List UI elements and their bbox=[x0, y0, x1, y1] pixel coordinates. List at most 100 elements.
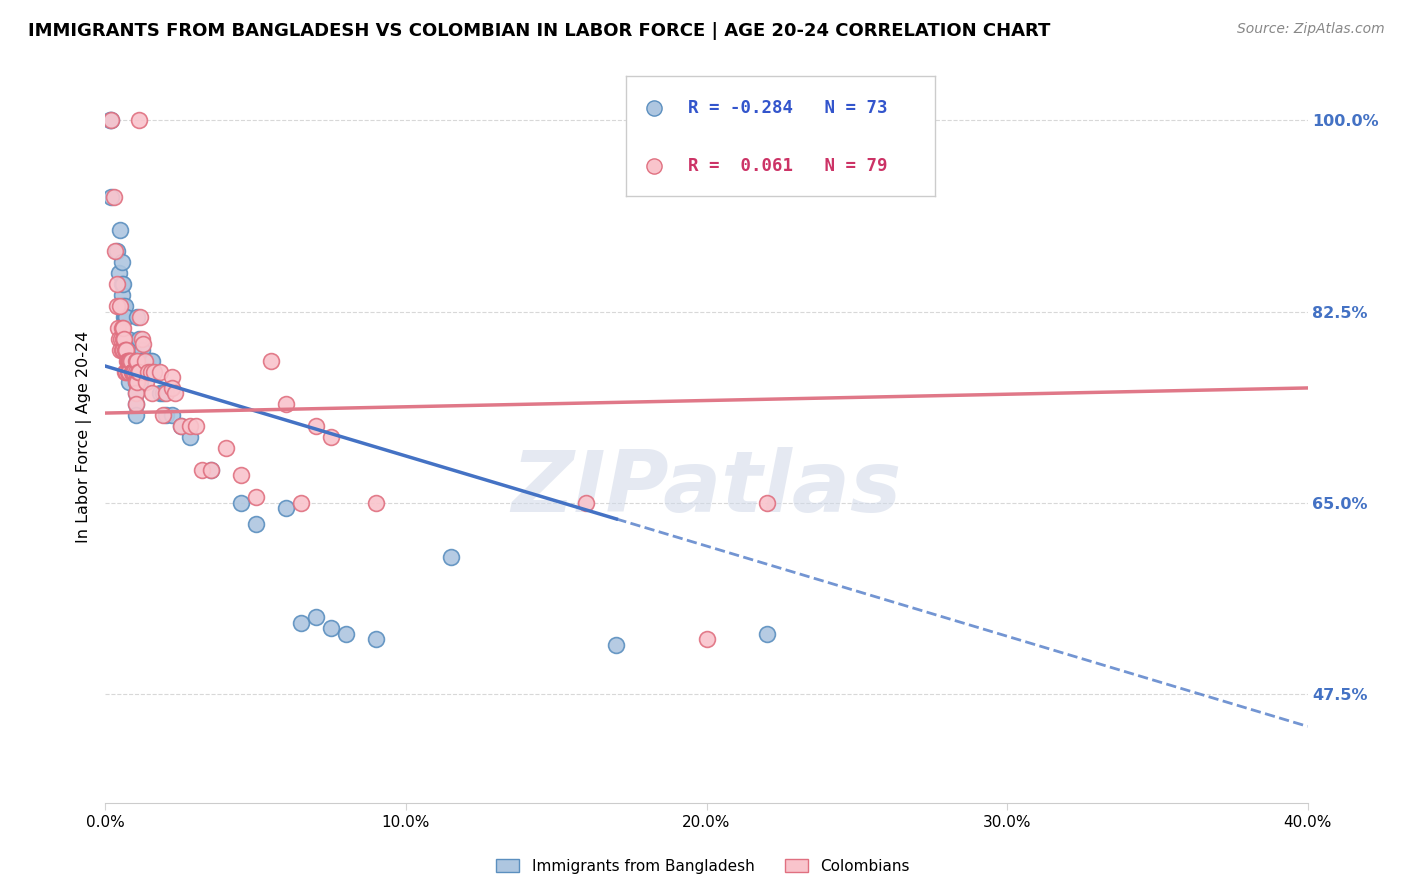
Point bbox=[214, 441, 236, 455]
Point bbox=[364, 632, 387, 646]
Point bbox=[108, 343, 131, 357]
Point bbox=[141, 353, 163, 368]
Point bbox=[107, 321, 129, 335]
Point bbox=[118, 353, 141, 368]
Point bbox=[152, 409, 174, 423]
Point bbox=[200, 463, 222, 477]
Point bbox=[245, 490, 267, 504]
Point bbox=[112, 321, 135, 335]
Point bbox=[108, 266, 131, 280]
Point bbox=[125, 353, 148, 368]
Point bbox=[114, 343, 136, 357]
Point bbox=[190, 463, 212, 477]
Point bbox=[229, 495, 252, 509]
Point bbox=[100, 113, 122, 128]
Text: Source: ZipAtlas.com: Source: ZipAtlas.com bbox=[1237, 22, 1385, 37]
Point bbox=[135, 376, 157, 390]
Point bbox=[115, 310, 138, 324]
Point bbox=[136, 353, 159, 368]
Point bbox=[139, 365, 162, 379]
Point bbox=[319, 621, 342, 635]
Point bbox=[128, 365, 150, 379]
Point bbox=[118, 353, 141, 368]
Point bbox=[319, 430, 342, 444]
Point bbox=[125, 310, 148, 324]
Point bbox=[575, 495, 598, 509]
Point bbox=[200, 463, 222, 477]
Point bbox=[118, 353, 141, 368]
Text: ZIPatlas: ZIPatlas bbox=[512, 447, 901, 530]
Point bbox=[115, 343, 138, 357]
Point bbox=[111, 332, 134, 346]
Point bbox=[163, 386, 186, 401]
Point bbox=[755, 626, 778, 640]
Point bbox=[122, 365, 145, 379]
Point bbox=[114, 365, 136, 379]
Point bbox=[120, 353, 142, 368]
Point bbox=[120, 353, 142, 368]
Point bbox=[129, 310, 152, 324]
Point bbox=[117, 365, 139, 379]
Point bbox=[148, 386, 170, 401]
Point bbox=[112, 299, 135, 313]
Point bbox=[305, 610, 328, 624]
Point bbox=[160, 381, 183, 395]
Point bbox=[121, 365, 143, 379]
Point bbox=[229, 468, 252, 483]
Point bbox=[696, 632, 718, 646]
Text: R = -0.284   N = 73: R = -0.284 N = 73 bbox=[688, 99, 887, 118]
Point bbox=[179, 430, 201, 444]
Point bbox=[124, 353, 146, 368]
Point bbox=[120, 353, 142, 368]
Point bbox=[129, 376, 152, 390]
Point bbox=[160, 370, 183, 384]
Point bbox=[125, 376, 148, 390]
Point bbox=[124, 397, 146, 411]
Point bbox=[104, 244, 127, 259]
Point bbox=[643, 101, 665, 115]
Point bbox=[643, 159, 665, 173]
Point bbox=[136, 365, 159, 379]
Point bbox=[169, 419, 191, 434]
Point bbox=[124, 365, 146, 379]
Point bbox=[335, 626, 357, 640]
Point bbox=[118, 353, 141, 368]
Point bbox=[117, 332, 139, 346]
Point bbox=[114, 310, 136, 324]
Point bbox=[125, 376, 148, 390]
Point bbox=[111, 277, 134, 292]
Point bbox=[118, 365, 141, 379]
Point bbox=[440, 550, 463, 565]
Point bbox=[305, 419, 328, 434]
Point bbox=[115, 332, 138, 346]
Point bbox=[184, 419, 207, 434]
Point bbox=[110, 222, 132, 236]
Point bbox=[128, 113, 150, 128]
Point bbox=[117, 353, 139, 368]
Point bbox=[290, 495, 312, 509]
Point bbox=[122, 365, 145, 379]
Point bbox=[124, 376, 146, 390]
Point bbox=[245, 517, 267, 532]
Point bbox=[127, 365, 149, 379]
Point bbox=[115, 343, 138, 357]
Point bbox=[131, 343, 153, 357]
Point bbox=[125, 353, 148, 368]
Point bbox=[134, 353, 156, 368]
Point bbox=[139, 353, 162, 368]
Point bbox=[128, 332, 150, 346]
Point bbox=[131, 353, 153, 368]
Point bbox=[117, 353, 139, 368]
Point bbox=[290, 615, 312, 630]
Point bbox=[103, 190, 125, 204]
Point bbox=[112, 332, 135, 346]
Point bbox=[112, 277, 135, 292]
Point bbox=[124, 365, 146, 379]
Point bbox=[110, 332, 132, 346]
Point bbox=[111, 288, 134, 302]
Point bbox=[274, 501, 297, 516]
Point bbox=[129, 353, 152, 368]
Point bbox=[115, 353, 138, 368]
Point bbox=[132, 353, 155, 368]
Point bbox=[111, 255, 134, 269]
